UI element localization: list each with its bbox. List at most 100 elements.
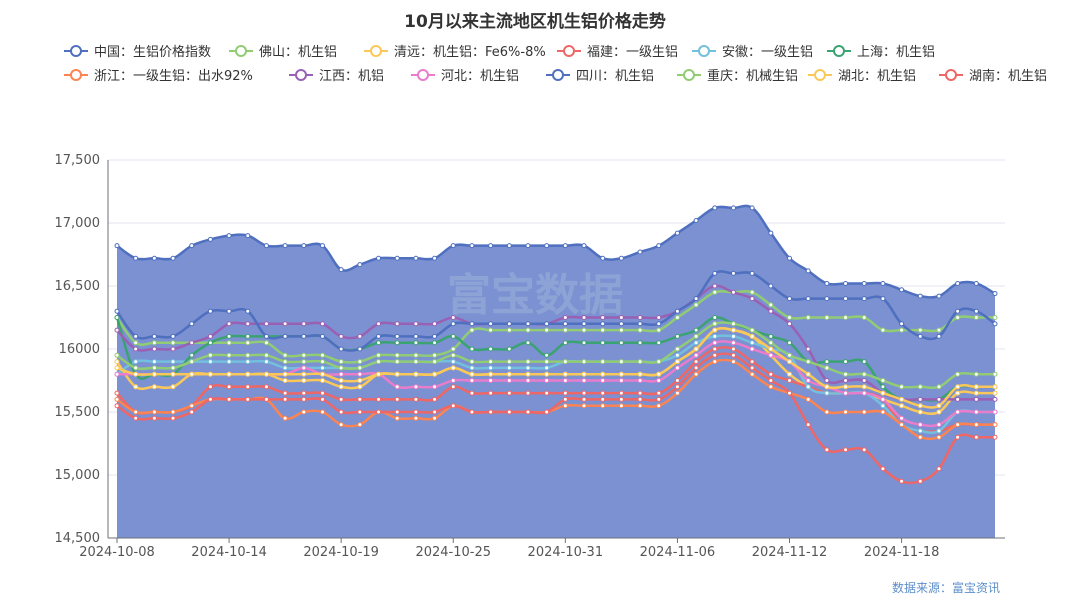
data-point <box>656 378 662 383</box>
plot-area <box>114 204 998 538</box>
data-point <box>282 415 288 421</box>
x-tick-label: 2024-10-31 <box>528 545 604 560</box>
y-tick-label: 15,000 <box>55 468 101 483</box>
data-point <box>973 308 979 314</box>
data-point <box>581 396 587 402</box>
data-point <box>693 371 699 377</box>
data-point <box>712 283 718 289</box>
data-point <box>376 352 382 358</box>
data-point <box>413 321 419 327</box>
data-point <box>488 346 494 352</box>
data-point <box>525 409 531 415</box>
data-point <box>506 409 512 415</box>
data-point <box>338 409 344 415</box>
data-point <box>973 280 979 286</box>
data-point <box>170 384 176 390</box>
data-point <box>693 296 699 302</box>
data-point <box>581 321 587 327</box>
legend-label: 河北：机生铝 <box>441 69 519 84</box>
data-point <box>319 365 325 371</box>
data-point <box>693 346 699 352</box>
data-point <box>207 371 213 377</box>
data-point <box>637 390 643 396</box>
data-point <box>544 359 550 365</box>
data-point <box>544 327 550 333</box>
data-point <box>544 352 550 358</box>
data-point <box>450 384 456 390</box>
data-point <box>245 371 251 377</box>
data-point <box>936 403 942 409</box>
data-point <box>955 409 961 415</box>
data-point <box>338 267 344 273</box>
data-point <box>338 422 344 428</box>
data-point <box>730 333 736 339</box>
data-point <box>861 371 867 377</box>
data-point <box>301 365 307 371</box>
data-point <box>600 371 606 377</box>
data-point <box>637 315 643 320</box>
legend-marker <box>295 69 307 81</box>
data-point <box>955 280 961 286</box>
data-point <box>824 384 830 390</box>
data-point <box>899 287 905 293</box>
data-source-label: 数据来源：富宝资讯 <box>892 580 1000 595</box>
data-point <box>768 333 774 339</box>
data-point <box>207 236 213 242</box>
data-point <box>973 409 979 415</box>
data-point <box>301 321 307 327</box>
data-point <box>301 352 307 358</box>
data-point <box>114 396 120 402</box>
data-point <box>488 390 494 396</box>
data-point <box>805 422 811 428</box>
data-point <box>787 315 793 320</box>
data-point <box>600 378 606 383</box>
data-point <box>805 378 811 383</box>
data-point <box>506 359 512 365</box>
data-point <box>936 396 942 402</box>
data-point <box>450 365 456 371</box>
data-point <box>114 371 120 377</box>
data-point <box>824 280 830 286</box>
data-point <box>357 378 363 383</box>
data-point <box>992 315 998 320</box>
data-point <box>525 243 531 249</box>
data-point <box>226 359 232 365</box>
data-point <box>600 403 606 409</box>
data-point <box>432 255 438 261</box>
data-point <box>992 396 998 402</box>
data-point <box>226 384 232 390</box>
data-point <box>338 359 344 365</box>
series-11 <box>114 321 998 390</box>
data-point <box>749 270 755 276</box>
data-point <box>133 365 139 371</box>
data-point <box>394 359 400 365</box>
data-point <box>413 340 419 346</box>
data-point <box>581 243 587 249</box>
data-point <box>525 365 531 371</box>
x-tick-label: 2024-11-12 <box>752 545 828 560</box>
legend-label: 佛山：机生铝 <box>259 45 337 60</box>
data-point <box>805 396 811 402</box>
data-point <box>114 315 120 320</box>
legend-item: 浙江：一级生铝：出水92% <box>64 69 253 84</box>
data-point <box>207 359 213 365</box>
data-point <box>899 321 905 327</box>
data-point <box>674 390 680 396</box>
data-point <box>992 321 998 327</box>
data-point <box>151 371 157 377</box>
legend-marker <box>698 45 710 57</box>
data-point <box>114 390 120 396</box>
data-point <box>133 340 139 346</box>
data-point <box>899 478 905 484</box>
data-point <box>843 378 849 383</box>
data-point <box>712 270 718 276</box>
data-point <box>263 384 269 390</box>
data-point <box>151 365 157 371</box>
data-point <box>301 371 307 377</box>
data-point <box>730 270 736 276</box>
data-point <box>544 378 550 383</box>
chart-legend: 中国：生铝价格指数 佛山：机生铝 清远：机生铝：Fe6%-8% 福建：一级生铝 安徽：一… <box>64 44 1047 84</box>
data-point <box>768 352 774 358</box>
data-point <box>656 321 662 327</box>
data-point <box>338 396 344 402</box>
